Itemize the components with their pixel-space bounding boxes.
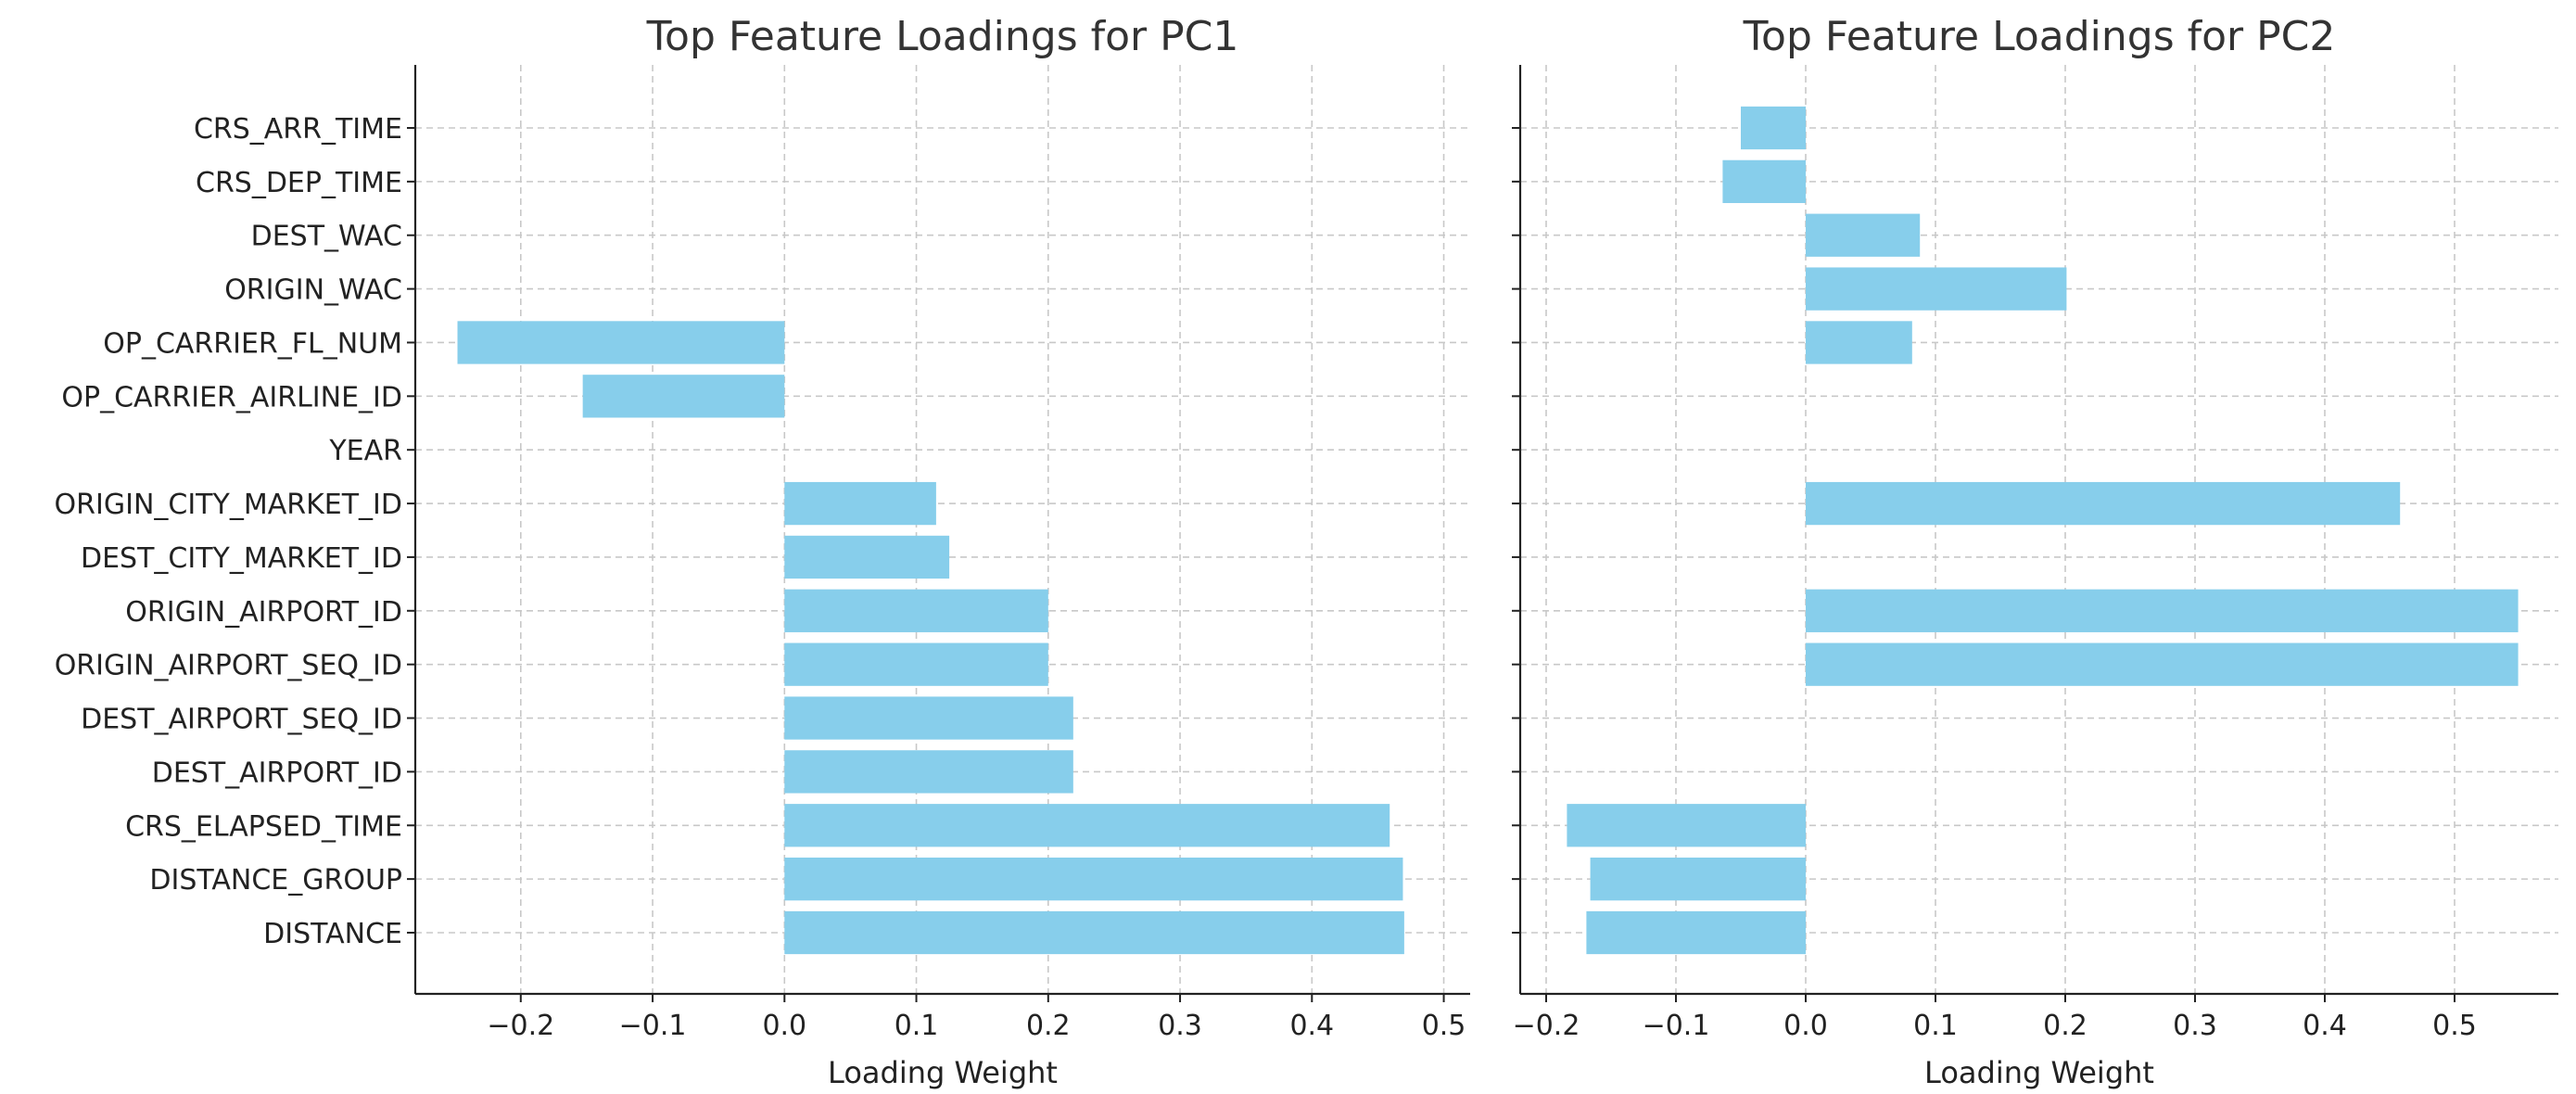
x-tick-label: 0.2 (2043, 1010, 2087, 1042)
x-tick-label: 0.1 (1913, 1010, 1958, 1042)
x-tick-label: 0.2 (1026, 1010, 1071, 1042)
bar-origin-airport-id (784, 589, 1048, 632)
bar-origin-city-market-id (784, 481, 936, 526)
bar-distance-group (1590, 857, 1806, 901)
bar-op-carrier-fl-num (1806, 321, 1912, 364)
chart-title: Top Feature Loadings for PC1 (646, 13, 1239, 60)
x-tick-label: 0.3 (1158, 1010, 1202, 1042)
x-tick-label: 0.1 (895, 1010, 939, 1042)
x-tick-label: −0.1 (1643, 1010, 1710, 1042)
x-tick-label: −0.2 (1513, 1010, 1580, 1042)
x-tick-label: 0.0 (762, 1010, 806, 1042)
x-tick-label: −0.1 (619, 1010, 687, 1042)
category-label: OP_CARRIER_AIRLINE_ID (61, 381, 402, 413)
x-tick-label: 0.5 (2432, 1010, 2477, 1042)
bar-crs-elapsed-time (784, 804, 1390, 847)
category-label: DEST_WAC (251, 221, 402, 253)
bar-origin-wac (1806, 267, 2067, 311)
category-label: ORIGIN_CITY_MARKET_ID (55, 489, 402, 521)
bar-op-carrier-fl-num (457, 321, 785, 364)
bar-origin-city-market-id (1806, 481, 2401, 526)
category-label: ORIGIN_WAC (224, 274, 402, 307)
x-tick-label: 0.4 (1289, 1010, 1334, 1042)
x-axis-label: Loading Weight (828, 1055, 1058, 1090)
bar-origin-airport-id (1806, 589, 2519, 632)
chart-panel-2: −0.2 −0.1 0.0 0.1 0.2 0.3 0.4 0.5 Loading Weight… (1512, 13, 2558, 1090)
category-label: CRS_ARR_TIME (194, 113, 402, 146)
bar-distance-group (784, 857, 1403, 901)
x-tick-label: 0.0 (1783, 1010, 1828, 1042)
bar-origin-airport-seq-id (1806, 642, 2519, 686)
chart-title: Top Feature Loadings for PC2 (1743, 13, 2336, 60)
chart-panel-1: DISTANCE DISTANCE_GROUP CRS_ELAPSED_TIME DE… (55, 13, 1470, 1090)
bar-distance (784, 910, 1404, 955)
category-label: DISTANCE_GROUP (149, 864, 402, 897)
category-label: OP_CARRIER_FL_NUM (103, 327, 402, 360)
bar-dest-city-market-id (784, 535, 950, 579)
bar-op-carrier-airline-id (582, 375, 785, 418)
bar-dest-airport-id (784, 750, 1073, 794)
x-tick-label: 0.4 (2303, 1010, 2347, 1042)
category-label: ORIGIN_AIRPORT_ID (125, 596, 402, 629)
category-label: DEST_AIRPORT_SEQ_ID (81, 704, 402, 736)
x-tick-label: 0.3 (2173, 1010, 2217, 1042)
bar-distance (1586, 910, 1806, 955)
category-label: DISTANCE (263, 918, 402, 950)
bar-dest-airport-seq-id (784, 696, 1073, 740)
x-tick-label: 0.5 (1422, 1010, 1466, 1042)
category-label: CRS_ELAPSED_TIME (125, 810, 402, 843)
bar-dest-wac (1806, 213, 1921, 257)
x-tick-label: −0.2 (487, 1010, 554, 1042)
x-axis-label: Loading Weight (1924, 1055, 2154, 1090)
bar-origin-airport-seq-id (784, 642, 1048, 686)
bar-crs-dep-time (1722, 159, 1806, 204)
category-label: ORIGIN_AIRPORT_SEQ_ID (55, 650, 402, 682)
category-label: DEST_CITY_MARKET_ID (81, 542, 402, 575)
bar-crs-elapsed-time (1567, 804, 1806, 847)
category-label: YEAR (328, 435, 402, 467)
category-label: DEST_AIRPORT_ID (152, 757, 402, 789)
bar-crs-arr-time (1741, 106, 1806, 150)
category-label: CRS_DEP_TIME (196, 167, 402, 199)
